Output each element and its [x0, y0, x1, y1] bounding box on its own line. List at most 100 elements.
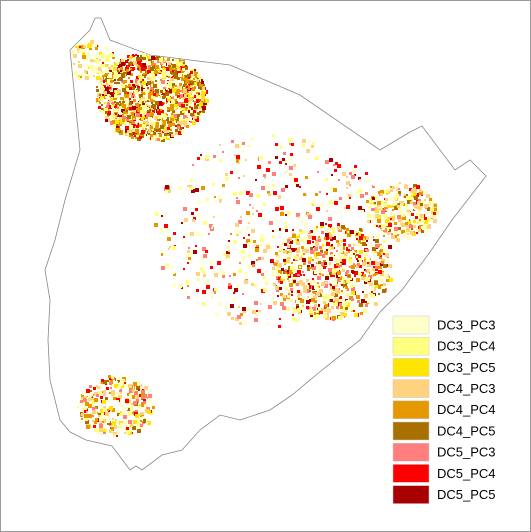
map-pixel	[412, 192, 416, 196]
map-pixel	[263, 288, 267, 292]
map-pixel	[124, 382, 126, 384]
map-pixel	[92, 45, 95, 48]
map-pixel	[190, 90, 193, 93]
map-pixel	[386, 193, 388, 195]
map-pixel	[383, 264, 387, 268]
map-pixel	[152, 70, 155, 73]
map-pixel	[114, 63, 117, 66]
map-pixel	[342, 316, 344, 318]
map-pixel	[326, 210, 328, 212]
map-pixel	[269, 221, 273, 225]
map-pixel	[348, 259, 352, 263]
map-pixel	[397, 205, 400, 208]
map-pixel	[202, 290, 206, 294]
map-pixel	[128, 412, 132, 416]
map-pixel	[128, 400, 131, 403]
map-pixel	[157, 107, 159, 109]
map-pixel	[409, 216, 411, 218]
map-pixel	[176, 65, 179, 68]
map-pixel	[282, 295, 285, 298]
map-pixel	[196, 272, 200, 276]
map-pixel	[139, 124, 142, 127]
map-pixel	[179, 86, 181, 88]
map-pixel	[106, 387, 109, 390]
map-pixel	[389, 197, 393, 201]
map-pixel	[312, 236, 316, 240]
map-pixel	[375, 244, 379, 248]
map-pixel	[421, 230, 424, 233]
map-pixel	[390, 216, 393, 219]
map-pixel	[362, 291, 364, 293]
map-pixel	[88, 398, 91, 401]
map-pixel	[419, 219, 421, 221]
map-pixel	[386, 209, 388, 211]
map-pixel	[339, 250, 342, 253]
map-pixel	[405, 204, 408, 207]
map-pixel	[229, 275, 231, 277]
map-pixel	[308, 215, 312, 219]
map-pixel	[183, 236, 185, 238]
map-pixel	[81, 418, 83, 420]
map-pixel	[156, 56, 160, 60]
map-pixel	[361, 299, 365, 303]
map-pixel	[339, 267, 343, 271]
map-pixel	[394, 197, 397, 200]
map-pixel	[201, 98, 204, 101]
map-pixel	[314, 285, 318, 289]
map-pixel	[383, 235, 385, 237]
map-pixel	[98, 413, 101, 416]
map-pixel	[187, 262, 189, 264]
map-pixel	[103, 431, 106, 434]
map-pixel	[179, 107, 182, 110]
map-pixel	[424, 230, 428, 234]
map-pixel	[414, 205, 418, 209]
map-pixel	[343, 313, 347, 317]
map-pixel	[407, 236, 411, 240]
map-pixel	[98, 106, 101, 109]
map-pixel	[351, 265, 355, 269]
map-pixel	[314, 201, 316, 203]
map-pixel	[225, 177, 229, 181]
map-pixel	[239, 262, 241, 264]
map-pixel	[398, 218, 402, 222]
map-pixel	[126, 69, 129, 72]
map-pixel	[374, 302, 378, 306]
map-pixel	[396, 189, 398, 191]
map-pixel	[127, 107, 130, 110]
map-pixel	[241, 250, 245, 254]
map-pixel	[204, 92, 206, 94]
map-pixel	[214, 196, 216, 198]
map-pixel	[190, 71, 193, 74]
map-pixel	[141, 130, 145, 134]
map-pixel	[373, 266, 375, 268]
map-pixel	[365, 192, 368, 195]
map-pixel	[160, 228, 162, 230]
map-pixel	[122, 104, 126, 108]
map-pixel	[416, 229, 418, 231]
map-pixel	[137, 429, 141, 433]
map-pixel	[110, 92, 113, 95]
map-pixel	[137, 86, 140, 89]
map-pixel	[359, 179, 361, 181]
map-pixel	[249, 240, 252, 243]
map-pixel	[329, 272, 332, 275]
map-pixel	[324, 308, 328, 312]
map-pixel	[98, 415, 100, 417]
map-pixel	[147, 410, 151, 414]
map-pixel	[126, 92, 129, 95]
map-pixel	[163, 95, 166, 98]
map-pixel	[330, 252, 333, 255]
map-pixel	[113, 397, 116, 400]
map-pixel	[359, 236, 363, 240]
map-pixel	[202, 302, 206, 306]
map-pixel	[151, 99, 153, 101]
map-pixel	[171, 86, 174, 89]
map-pixel	[132, 110, 135, 113]
map-pixel	[349, 266, 351, 268]
map-pixel	[178, 118, 181, 121]
map-pixel	[284, 261, 287, 264]
map-pixel	[96, 76, 100, 80]
map-pixel	[157, 119, 159, 121]
map-pixel	[199, 83, 203, 87]
map-pixel	[194, 116, 197, 119]
